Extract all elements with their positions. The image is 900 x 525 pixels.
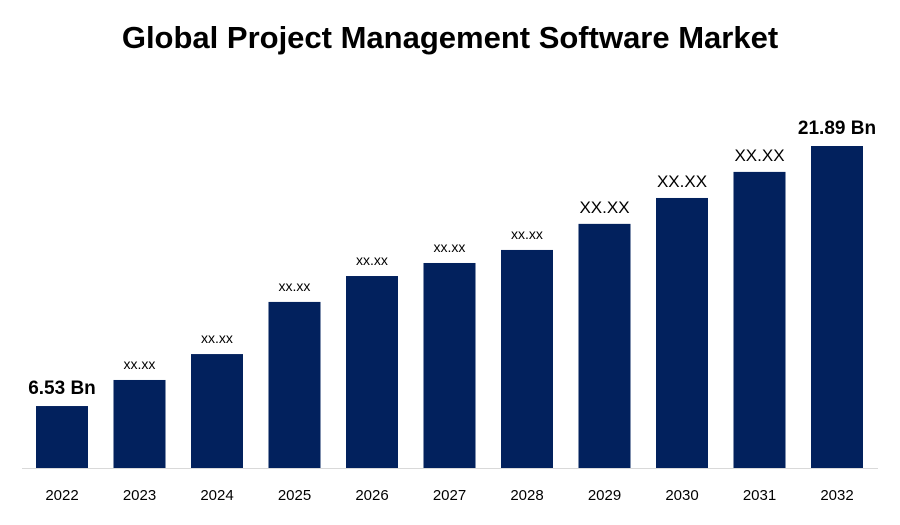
data-label: xx.xx bbox=[279, 278, 311, 294]
bar-2026 bbox=[346, 276, 398, 468]
bar-2024 bbox=[191, 354, 243, 468]
x-tick-label: 2023 bbox=[123, 487, 156, 504]
data-label: xx.xx bbox=[511, 226, 543, 242]
bar-2027 bbox=[423, 262, 476, 468]
data-label: 6.53 Bn bbox=[28, 378, 96, 399]
x-tick-label: 2030 bbox=[665, 487, 698, 504]
data-label: xx.xx bbox=[201, 330, 233, 346]
data-label: XX.XX bbox=[734, 146, 784, 165]
bar-2032 bbox=[811, 146, 863, 468]
chart-title: Global Project Management Software Marke… bbox=[121, 20, 779, 55]
bar-2029 bbox=[578, 223, 631, 468]
x-tick-label: 2027 bbox=[433, 487, 466, 504]
x-tick-label: 2026 bbox=[355, 487, 388, 504]
x-tick-label: 2022 bbox=[45, 487, 78, 504]
x-tick-label: 2025 bbox=[278, 487, 311, 504]
x-tick-label: 2032 bbox=[820, 487, 853, 504]
x-tick-label: 2029 bbox=[588, 487, 621, 504]
data-label: xx.xx bbox=[124, 356, 156, 372]
x-tick-label: 2028 bbox=[510, 487, 543, 504]
x-tick-label: 2031 bbox=[743, 487, 776, 504]
bar-2030 bbox=[656, 197, 708, 469]
data-label: XX.XX bbox=[657, 172, 707, 191]
data-label: XX.XX bbox=[579, 198, 629, 217]
x-tick-label: 2024 bbox=[200, 487, 233, 504]
data-label: xx.xx bbox=[356, 252, 388, 268]
data-label: xx.xx bbox=[434, 239, 466, 255]
bar-2031 bbox=[733, 171, 786, 468]
bar-2022 bbox=[36, 406, 88, 468]
bar-2025 bbox=[268, 301, 321, 468]
bar-2023 bbox=[113, 379, 166, 468]
data-label: 21.89 Bn bbox=[798, 118, 876, 139]
bar-2028 bbox=[501, 249, 553, 468]
